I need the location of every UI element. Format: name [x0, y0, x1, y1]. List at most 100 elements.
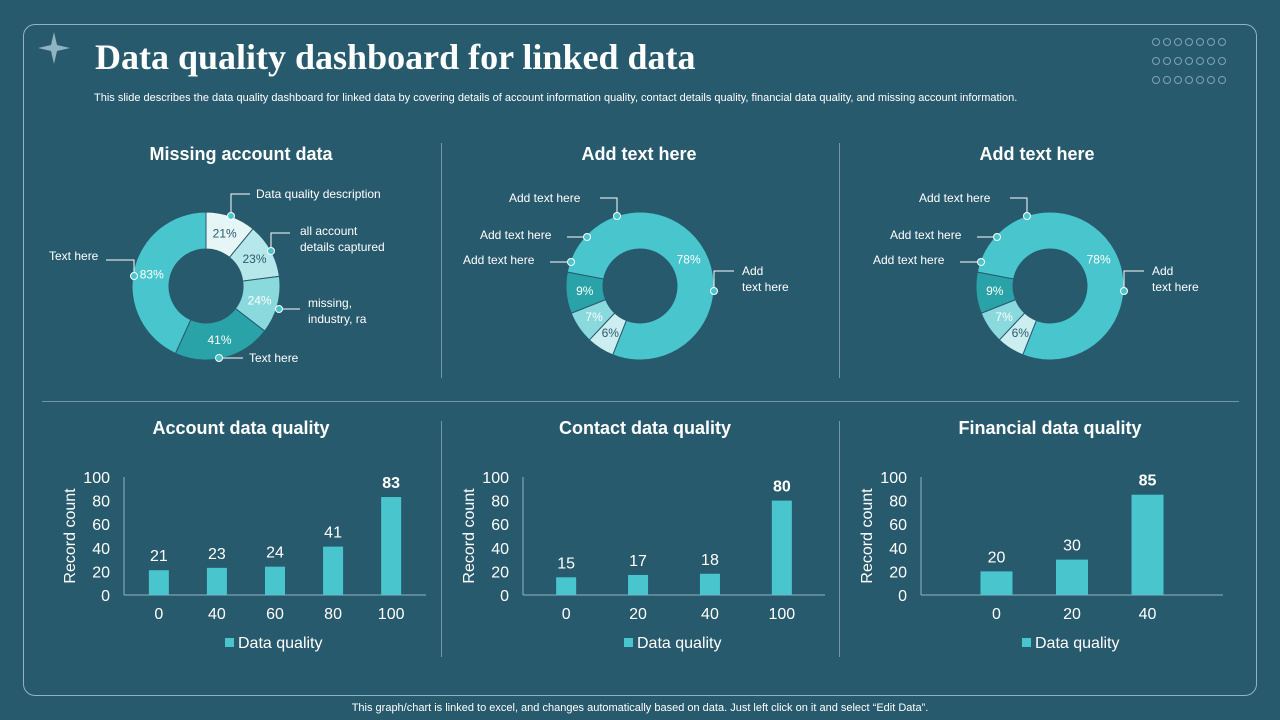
legend-swatch: [225, 638, 234, 647]
callout-text: Data quality description: [256, 187, 381, 201]
callout-text: Add text here: [890, 228, 962, 242]
y-tick-label: 0: [898, 588, 907, 605]
donut-chart-2[interactable]: 78% 6% 7% 9% Add text here Add text here Add te…: [442, 170, 838, 385]
page-title: Data quality dashboard for linked data: [95, 37, 696, 77]
bar-chart-financial-quality[interactable]: Record count 0 20 40 60 80 100 20 0 30 20 85 40 Data …: [841, 455, 1237, 660]
callout-text: all account details captured: [300, 224, 385, 254]
callout-line: [230, 193, 250, 216]
callout-line: [713, 270, 734, 291]
callout-dot: [267, 247, 275, 255]
y-tick-label: 80: [92, 494, 110, 511]
bar[interactable]: [628, 574, 649, 595]
bar-value-label: 41: [324, 525, 342, 542]
bar-value-label: 83: [382, 475, 400, 492]
y-tick-label: 20: [92, 564, 110, 581]
y-tick-label: 40: [491, 541, 509, 558]
y-tick-label: 20: [889, 564, 907, 581]
bar-chart-account-quality[interactable]: Record count 0 20 40 60 80 100 21 0 23 40 24 60 41 80 8…: [44, 455, 440, 660]
bar-value-label: 18: [701, 552, 719, 569]
bar-value-label: 23: [208, 546, 226, 563]
callout-text: Add text here: [509, 191, 581, 205]
divider: [441, 421, 442, 657]
callout-text: Text here: [249, 351, 299, 365]
bar-value-label: 17: [629, 553, 647, 570]
callout-text: missing, industry, ra: [308, 296, 367, 326]
donut-chart-3[interactable]: 78% 6% 7% 9% Add text here Add text here Add te…: [840, 170, 1236, 385]
bar[interactable]: [771, 500, 792, 595]
x-tick-label: 0: [992, 606, 1001, 623]
divider: [42, 401, 1239, 402]
x-tick-label: 100: [769, 606, 796, 623]
donut-slice[interactable]: [131, 211, 207, 355]
x-tick-label: 0: [562, 606, 571, 623]
donut-3-title: Add text here: [979, 144, 1095, 164]
y-tick-label: 100: [880, 470, 907, 487]
y-tick-label: 40: [889, 541, 907, 558]
bar-value-label: 80: [773, 479, 791, 496]
donut-slice[interactable]: [976, 211, 1125, 361]
y-tick-label: 40: [92, 541, 110, 558]
callout-dot: [613, 212, 621, 220]
bar[interactable]: [381, 497, 402, 595]
callout-dot: [215, 354, 223, 362]
callout-dot: [567, 258, 575, 266]
bar-value-label: 24: [266, 545, 284, 562]
bar-value-label: 21: [150, 548, 168, 565]
bar[interactable]: [556, 577, 577, 595]
sparkle-icon: [38, 32, 70, 64]
callout-text: Add text here: [873, 253, 945, 267]
page-subtitle: This slide describes the data quality da…: [94, 92, 1018, 104]
donut-slice-label: 9%: [576, 284, 594, 298]
callout-text: Add text here: [480, 228, 552, 242]
bar-value-label: 30: [1063, 538, 1081, 555]
bar[interactable]: [206, 567, 227, 595]
footer-note: This graph/chart is linked to excel, and…: [351, 702, 929, 714]
callout-dot: [977, 258, 985, 266]
slide-frame: [23, 24, 1257, 696]
donut-slice-label: 78%: [1087, 252, 1111, 266]
donut-slice-label: 23%: [242, 252, 266, 266]
callout-dot: [583, 233, 591, 241]
y-tick-label: 20: [491, 564, 509, 581]
bar[interactable]: [148, 570, 169, 595]
callout-text: Add text here: [1152, 264, 1199, 294]
donut-chart-missing-account[interactable]: 21% 23% 24% 41% 83% Data quality description a…: [0, 170, 440, 385]
donut-slice-label: 6%: [1012, 326, 1030, 340]
y-axis-label: Record count: [859, 488, 876, 584]
donut-slice[interactable]: [566, 211, 715, 361]
divider: [441, 143, 442, 378]
x-tick-label: 60: [266, 606, 284, 623]
legend-swatch: [624, 638, 633, 647]
callout-text: Add text here: [919, 191, 991, 205]
y-tick-label: 100: [482, 470, 509, 487]
bar[interactable]: [699, 573, 720, 595]
bar[interactable]: [980, 571, 1013, 595]
bar-chart-contact-quality[interactable]: Record count 0 20 40 60 80 100 15 0 17 20 18 40 80 100…: [443, 455, 839, 660]
bar-value-label: 20: [988, 549, 1006, 566]
callout-line: [600, 197, 618, 216]
bar-chart-3-title: Financial data quality: [958, 418, 1142, 438]
callout-text: Text here: [49, 249, 99, 263]
y-tick-label: 0: [101, 588, 110, 605]
callout-dot: [275, 305, 283, 313]
donut-slice-label: 7%: [585, 310, 603, 324]
bar[interactable]: [1131, 494, 1164, 595]
bar[interactable]: [1056, 559, 1088, 595]
y-tick-label: 0: [500, 588, 509, 605]
donut-slice-label: 9%: [986, 284, 1004, 298]
bar[interactable]: [265, 566, 285, 595]
bar[interactable]: [323, 546, 344, 595]
x-tick-label: 40: [1139, 606, 1157, 623]
donut-slice[interactable]: [565, 271, 607, 314]
x-tick-label: 40: [701, 606, 719, 623]
x-tick-label: 80: [324, 606, 342, 623]
divider: [839, 421, 840, 657]
y-tick-label: 80: [491, 494, 509, 511]
bar-value-label: 85: [1139, 473, 1157, 490]
y-tick-label: 60: [889, 517, 907, 534]
donut-slice-label: 6%: [602, 326, 620, 340]
donut-slice-label: 7%: [995, 310, 1013, 324]
x-tick-label: 100: [378, 606, 405, 623]
donut-slice[interactable]: [975, 271, 1017, 314]
legend-label: Data quality: [238, 635, 323, 652]
